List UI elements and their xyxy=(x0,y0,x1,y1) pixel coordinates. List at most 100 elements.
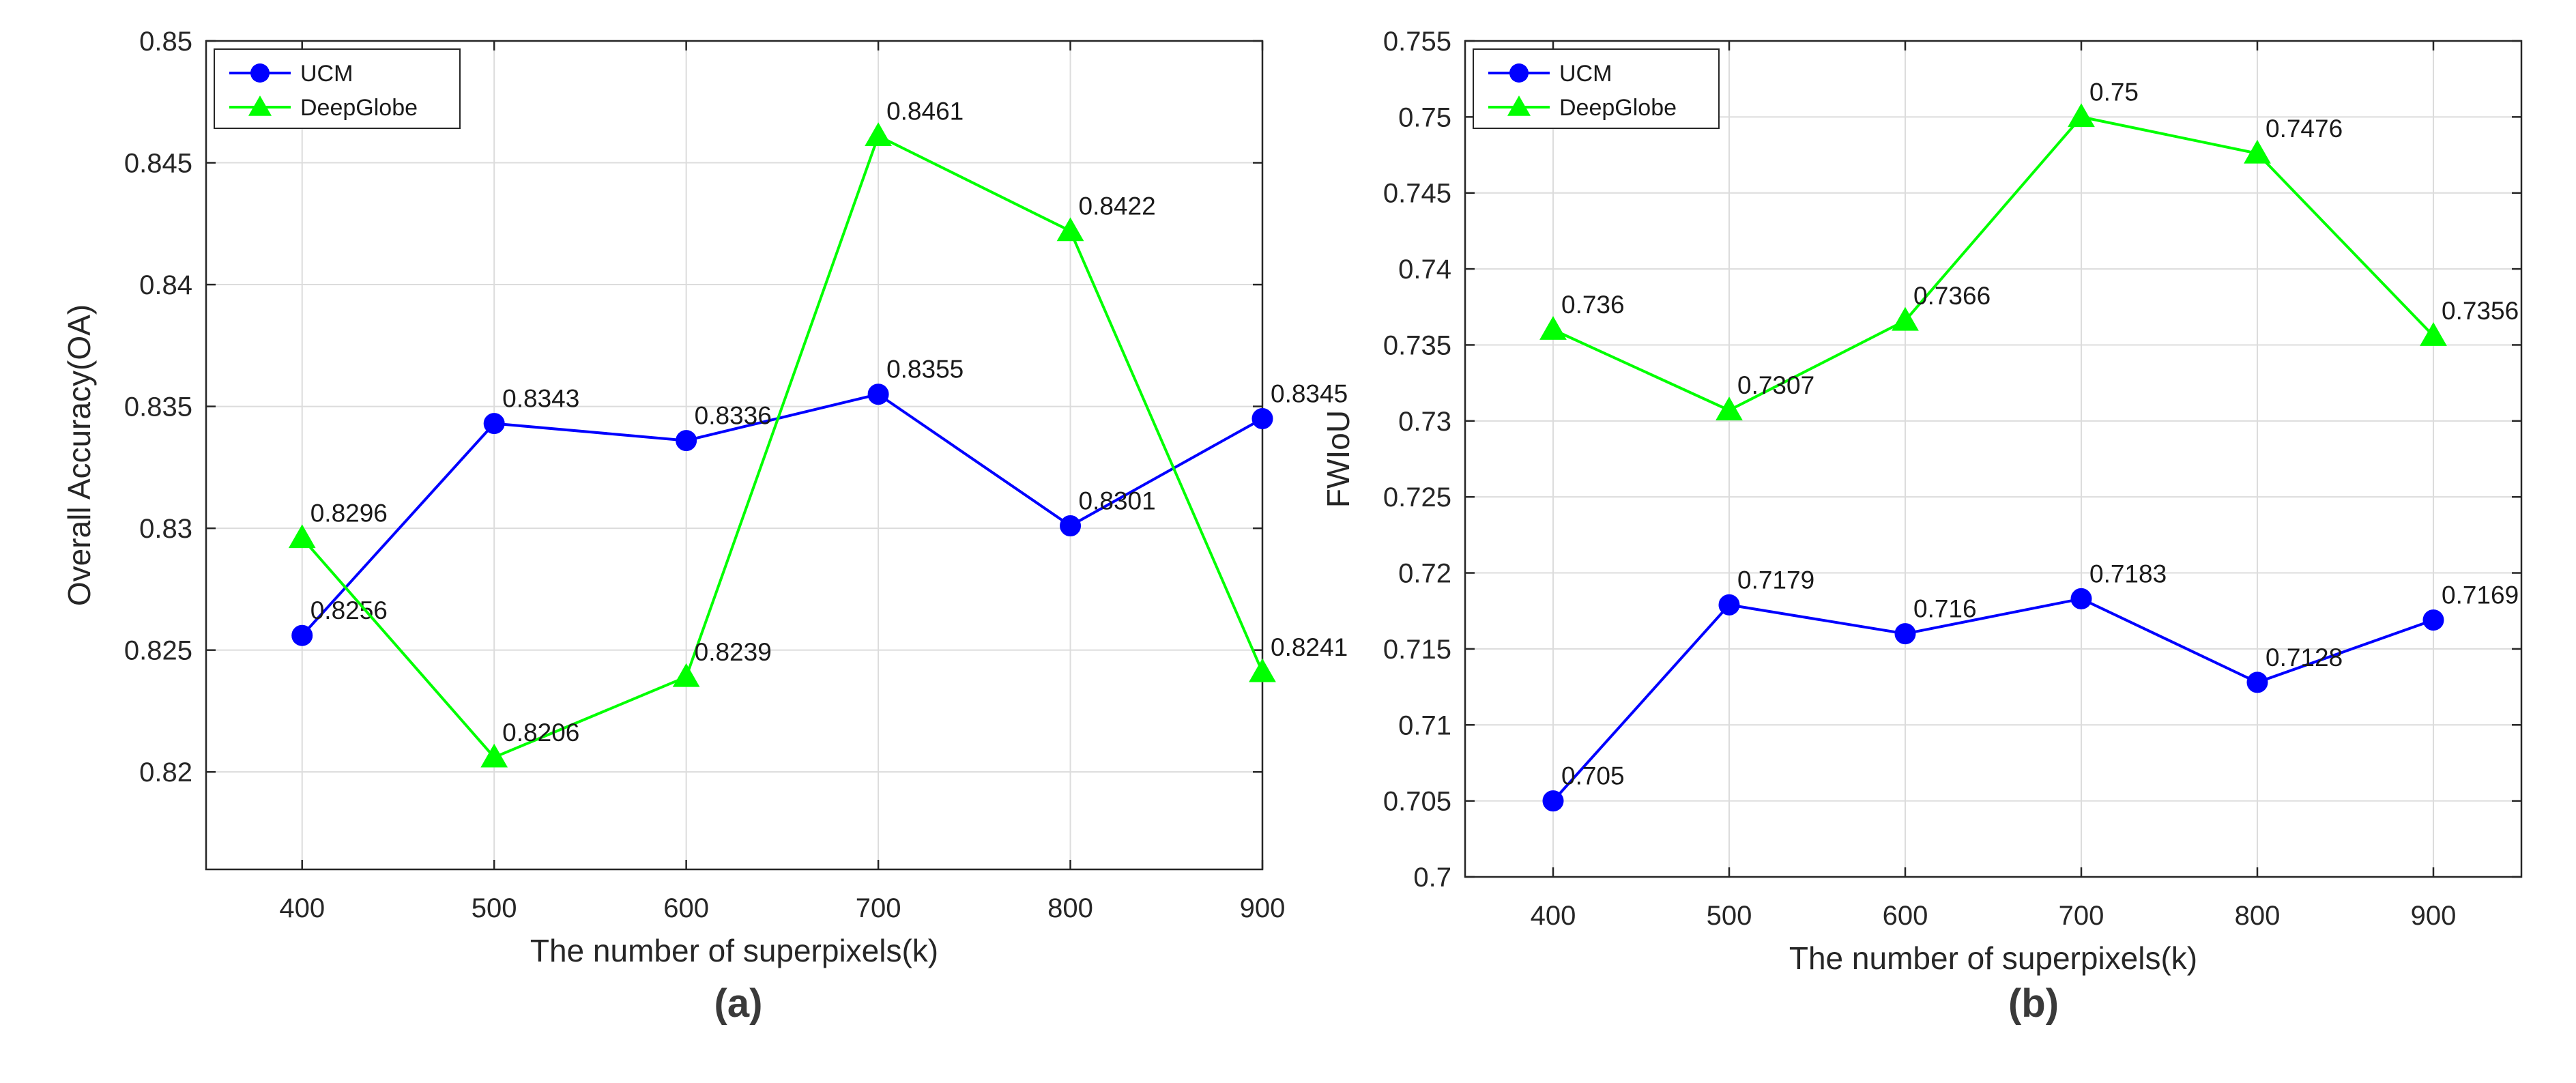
data-point-circle xyxy=(483,413,505,435)
axes-box xyxy=(1464,40,2523,878)
y-tick-label: 0.7 xyxy=(1413,863,1451,893)
y-tick-label: 0.85 xyxy=(139,27,192,57)
data-point-circle xyxy=(1060,515,1082,537)
x-tick-label: 700 xyxy=(2059,901,2104,931)
data-point-circle xyxy=(1251,407,1273,429)
ticks: 400 500 600 700 800 900 0.7 0.705 0.71 0.715 0.72 0… xyxy=(1383,27,2521,931)
x-tick-label: 400 xyxy=(279,893,325,923)
y-tick-label: 0.745 xyxy=(1383,179,1451,209)
data-point-circle xyxy=(291,624,313,646)
x-axis-label: The number of superpixels(k) xyxy=(530,933,938,968)
x-tick-label: 600 xyxy=(663,893,709,923)
series-line xyxy=(1552,115,2435,412)
panel-label-a: (a) xyxy=(714,981,763,1026)
x-axis-label: The number of superpixels(k) xyxy=(1789,940,2197,976)
y-tick-label: 0.715 xyxy=(1383,635,1451,665)
data-label: 0.7183 xyxy=(2089,560,2167,588)
data-point-triangle xyxy=(1716,396,1743,420)
legend-circle-marker xyxy=(250,63,270,83)
data-label: 0.8239 xyxy=(695,638,772,666)
data-label: 0.716 xyxy=(1913,595,1977,623)
y-tick-label: 0.735 xyxy=(1383,330,1451,360)
series-line xyxy=(301,392,1263,637)
data-point-triangle xyxy=(2420,322,2447,346)
data-point-triangle xyxy=(480,743,508,768)
data-point-triangle xyxy=(672,663,700,687)
data-label: 0.75 xyxy=(2089,78,2139,106)
data-label: 0.8336 xyxy=(695,402,772,430)
x-tick-label: 800 xyxy=(2235,901,2281,931)
legend-circle-marker xyxy=(1509,63,1529,83)
y-tick-label: 0.725 xyxy=(1383,482,1451,512)
series-ucm: 0.705 0.7179 0.716 0.7183 0.7128 0.7169 xyxy=(1542,560,2519,812)
data-label: 0.8206 xyxy=(502,719,579,747)
x-tick-label: 500 xyxy=(1707,901,1752,931)
x-tick-label: 900 xyxy=(1240,893,1286,923)
x-tick-label: 700 xyxy=(856,893,901,923)
ticks: 400 500 600 700 800 900 0.82 0.825 0.83 0.835 0.84… xyxy=(124,27,1285,923)
series-line xyxy=(301,134,1264,760)
data-label: 0.7366 xyxy=(1913,282,1991,310)
plot-area xyxy=(1465,41,2521,877)
data-label: 0.7307 xyxy=(1737,371,1814,399)
x-tick-label: 500 xyxy=(472,893,517,923)
y-tick-label: 0.705 xyxy=(1383,787,1451,817)
y-tick-label: 0.73 xyxy=(1398,407,1451,437)
chart-panel-a: 400 500 600 700 800 900 0.82 0.825 0.83 0.835 0.84… xyxy=(61,27,1348,968)
data-point-circle xyxy=(1718,594,1740,616)
y-tick-label: 0.825 xyxy=(124,636,192,666)
chart-panel-b: 400 500 600 700 800 900 0.7 0.705 0.71 0.715 0.72 0… xyxy=(1320,27,2523,976)
data-label: 0.8241 xyxy=(1271,633,1348,661)
data-label: 0.8296 xyxy=(310,499,388,527)
data-point-circle xyxy=(2070,588,2092,609)
x-tick-label: 800 xyxy=(1047,893,1093,923)
legend-triangle-marker xyxy=(248,96,272,116)
data-label: 0.8355 xyxy=(886,356,964,384)
panel-label-b: (b) xyxy=(2008,981,2059,1026)
data-label: 0.7179 xyxy=(1737,566,1814,594)
data-point-circle xyxy=(867,384,889,405)
data-label: 0.8301 xyxy=(1079,487,1156,515)
series-deepglobe: 0.8296 0.8206 0.8239 0.8461 0.8422 0.8241 xyxy=(288,97,1348,768)
y-tick-label: 0.75 xyxy=(1398,102,1451,132)
data-label: 0.8343 xyxy=(502,385,579,413)
data-point-triangle xyxy=(288,524,316,549)
data-point-triangle xyxy=(1249,658,1276,682)
y-tick-label: 0.74 xyxy=(1398,255,1451,285)
y-tick-label: 0.82 xyxy=(139,757,192,788)
data-label: 0.7169 xyxy=(2442,581,2519,609)
y-axis-label: Overall Accuracy(OA) xyxy=(61,304,97,606)
legend-label-deepglobe: DeepGlobe xyxy=(1559,95,1677,121)
y-tick-label: 0.71 xyxy=(1398,710,1451,740)
y-axis-label: FWIoU xyxy=(1320,410,1356,508)
data-point-circle xyxy=(1894,623,1916,645)
series-deepglobe: 0.736 0.7307 0.7366 0.75 0.7476 0.7356 xyxy=(1539,78,2519,420)
data-point-triangle xyxy=(865,122,892,147)
data-label: 0.736 xyxy=(1561,291,1625,319)
data-label: 0.8461 xyxy=(886,97,964,125)
y-tick-label: 0.72 xyxy=(1398,559,1451,589)
x-tick-label: 900 xyxy=(2411,901,2457,931)
data-label: 0.8345 xyxy=(1271,379,1348,407)
data-point-triangle xyxy=(2244,139,2271,164)
y-tick-label: 0.845 xyxy=(124,149,192,179)
axes-box xyxy=(205,40,1264,871)
x-tick-label: 400 xyxy=(1531,901,1576,931)
data-point-triangle xyxy=(1056,217,1084,242)
data-label: 0.7128 xyxy=(2266,644,2343,672)
y-tick-label: 0.835 xyxy=(124,392,192,422)
data-point-circle xyxy=(676,430,697,452)
legend-label-ucm: UCM xyxy=(1559,61,1612,87)
data-label: 0.7356 xyxy=(2442,297,2519,325)
y-tick-label: 0.755 xyxy=(1383,27,1451,57)
x-tick-label: 600 xyxy=(1883,901,1928,931)
data-label: 0.7476 xyxy=(2266,115,2343,143)
y-tick-label: 0.84 xyxy=(139,270,192,300)
data-point-triangle xyxy=(2068,103,2095,128)
legend: UCM DeepGlobe xyxy=(214,48,461,129)
legend-triangle-marker xyxy=(1507,96,1531,116)
plot-area xyxy=(206,41,1262,869)
